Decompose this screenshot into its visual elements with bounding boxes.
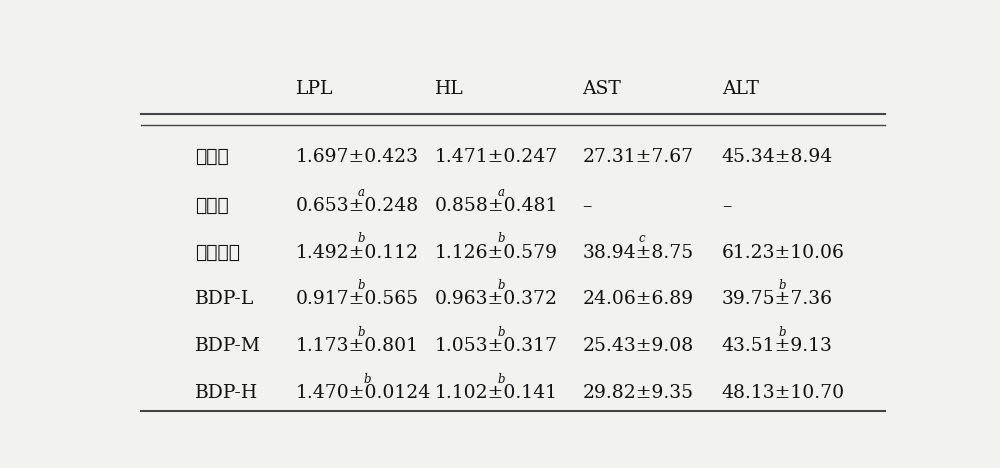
Text: b: b: [497, 373, 505, 386]
Text: BDP-M: BDP-M: [195, 337, 261, 355]
Text: –: –: [722, 197, 731, 215]
Text: a: a: [358, 185, 365, 198]
Text: AST: AST: [582, 80, 621, 98]
Text: b: b: [363, 373, 371, 386]
Text: 1.173±0.801: 1.173±0.801: [296, 337, 418, 355]
Text: 0.917±0.565: 0.917±0.565: [296, 291, 419, 308]
Text: 48.13±10.70: 48.13±10.70: [722, 384, 845, 402]
Text: 1.470±0.0124: 1.470±0.0124: [296, 384, 431, 402]
Text: b: b: [778, 326, 786, 339]
Text: c: c: [639, 233, 645, 245]
Text: 1.471±0.247: 1.471±0.247: [435, 148, 558, 166]
Text: 29.82±9.35: 29.82±9.35: [582, 384, 693, 402]
Text: 61.23±10.06: 61.23±10.06: [722, 243, 845, 262]
Text: BDP-L: BDP-L: [195, 291, 254, 308]
Text: 1.102±0.141: 1.102±0.141: [435, 384, 558, 402]
Text: 45.34±8.94: 45.34±8.94: [722, 148, 833, 166]
Text: 39.75±7.36: 39.75±7.36: [722, 291, 833, 308]
Text: 0.963±0.372: 0.963±0.372: [435, 291, 558, 308]
Text: 阳性药组: 阳性药组: [195, 243, 240, 262]
Text: 1.053±0.317: 1.053±0.317: [435, 337, 558, 355]
Text: b: b: [497, 279, 505, 292]
Text: 1.697±0.423: 1.697±0.423: [296, 148, 418, 166]
Text: a: a: [497, 185, 504, 198]
Text: 0.858±0.481: 0.858±0.481: [435, 197, 558, 215]
Text: LPL: LPL: [296, 80, 333, 98]
Text: b: b: [358, 326, 365, 339]
Text: 0.653±0.248: 0.653±0.248: [296, 197, 419, 215]
Text: BDP-H: BDP-H: [195, 384, 258, 402]
Text: ALT: ALT: [722, 80, 759, 98]
Text: 25.43±9.08: 25.43±9.08: [582, 337, 694, 355]
Text: b: b: [778, 279, 786, 292]
Text: 正常组: 正常组: [195, 148, 228, 166]
Text: 1.126±0.579: 1.126±0.579: [435, 243, 558, 262]
Text: b: b: [497, 326, 505, 339]
Text: 模型组: 模型组: [195, 197, 228, 215]
Text: –: –: [582, 197, 592, 215]
Text: 1.492±0.112: 1.492±0.112: [296, 243, 418, 262]
Text: b: b: [358, 279, 365, 292]
Text: 27.31±7.67: 27.31±7.67: [582, 148, 693, 166]
Text: 24.06±6.89: 24.06±6.89: [582, 291, 693, 308]
Text: b: b: [497, 233, 505, 245]
Text: 43.51±9.13: 43.51±9.13: [722, 337, 833, 355]
Text: b: b: [358, 233, 365, 245]
Text: HL: HL: [435, 80, 464, 98]
Text: 38.94±8.75: 38.94±8.75: [582, 243, 694, 262]
